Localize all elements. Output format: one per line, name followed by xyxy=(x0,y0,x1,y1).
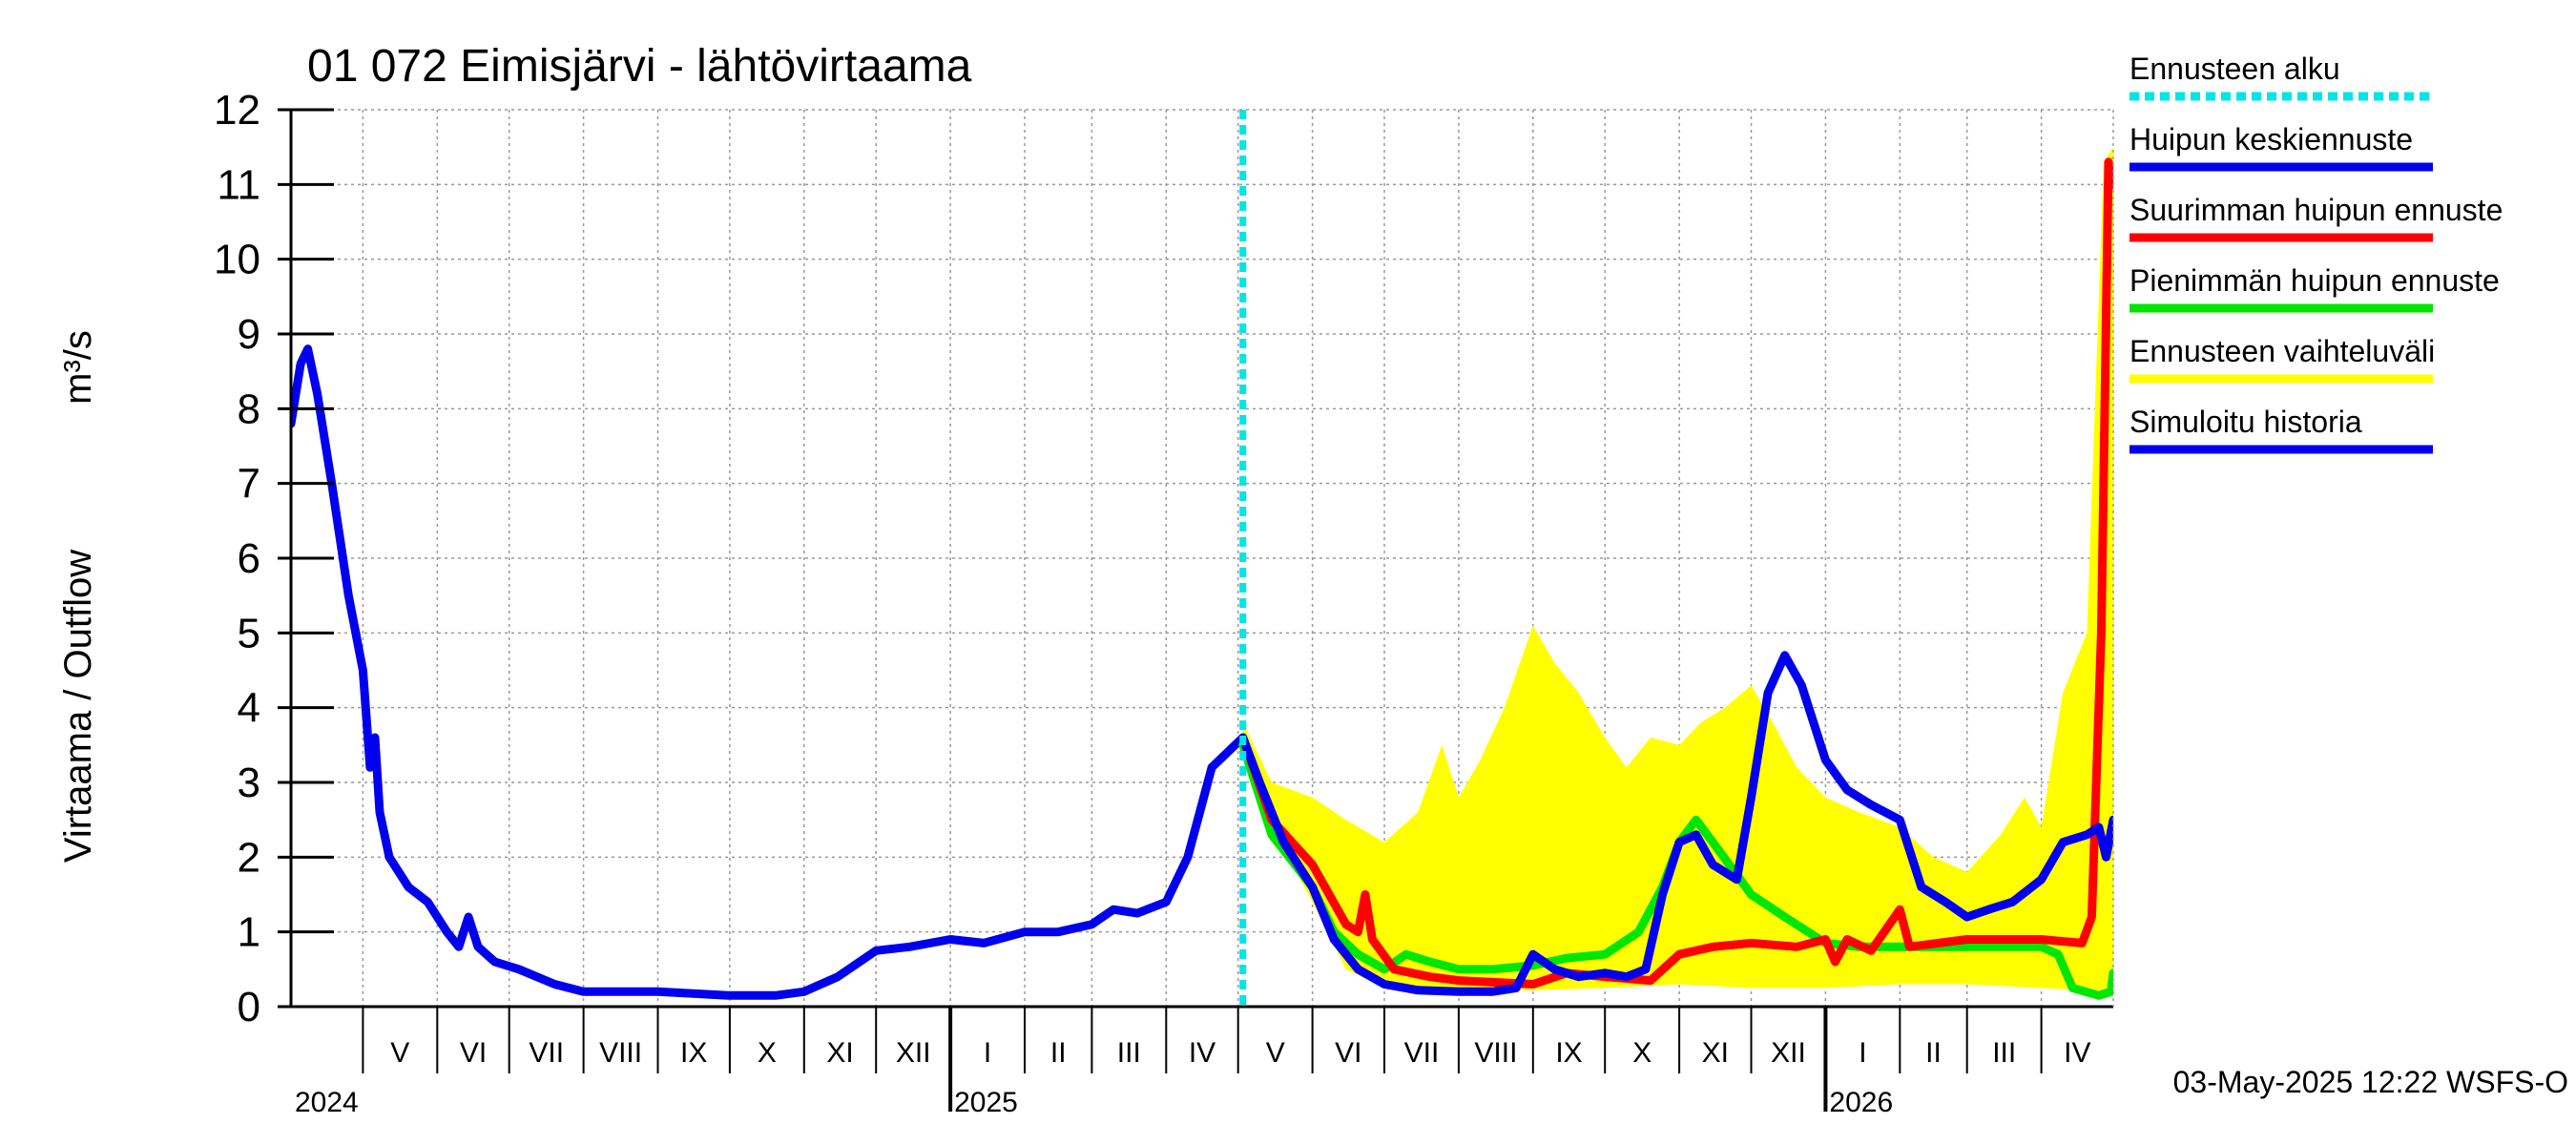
y-tick-label: 6 xyxy=(238,535,260,582)
forecast-range-band xyxy=(1242,147,2113,992)
y-axis-unit: m³/s xyxy=(57,330,99,405)
year-label: 2026 xyxy=(1829,1087,1893,1118)
series-lines xyxy=(291,157,2113,1000)
series-line-huipun-keskiennuste xyxy=(1238,651,2113,996)
footer-timestamp: 03-May-2025 12:22 WSFS-O xyxy=(2173,1065,2568,1099)
chart-title: 01 072 Eimisjärvi - lähtövirtaama xyxy=(307,41,972,92)
month-label: III xyxy=(1117,1037,1141,1069)
month-label: IV xyxy=(1189,1037,1215,1069)
month-label: VI xyxy=(1335,1037,1361,1069)
month-label: XI xyxy=(826,1037,853,1069)
month-label: XII xyxy=(896,1037,931,1069)
year-labels: 2024 2025 2026 xyxy=(295,1087,1893,1118)
y-tick-label: 2 xyxy=(238,834,260,881)
y-tick-label: 5 xyxy=(238,610,260,656)
series-line-suurimman-huipun-ennuste xyxy=(1238,157,2113,989)
month-label: VIII xyxy=(599,1037,642,1069)
month-label: VII xyxy=(529,1037,564,1069)
y-tick-label: 0 xyxy=(238,984,260,1030)
month-label: X xyxy=(1632,1037,1652,1069)
y-tick-label: 4 xyxy=(238,685,260,732)
y-tick-label: 1 xyxy=(238,909,260,956)
month-label: IX xyxy=(680,1037,707,1069)
series-line-simuloitu-historia xyxy=(291,344,1248,1000)
legend: Ennusteen alku Huipun keskiennuste Suurimm… xyxy=(2129,52,2503,454)
legend-label-suurimman-huipun-ennuste: Suurimman huipun ennuste xyxy=(2129,193,2503,227)
y-axis-label: Virtaama / Outflow xyxy=(57,550,99,863)
y-tick-label: 11 xyxy=(217,161,260,208)
month-label: X xyxy=(758,1037,777,1069)
legend-label-ennusteen-vaihteluvali: Ennusteen vaihteluväli xyxy=(2129,334,2435,368)
y-tick-label: 9 xyxy=(238,311,260,358)
month-label: VI xyxy=(460,1037,487,1069)
month-label: XI xyxy=(1702,1037,1729,1069)
month-label: VIII xyxy=(1474,1037,1517,1069)
y-tick-label: 3 xyxy=(238,760,260,806)
month-label: V xyxy=(1266,1037,1285,1069)
month-label: I xyxy=(984,1037,991,1069)
month-label: II xyxy=(1925,1037,1942,1069)
legend-label-ennusteen-alku: Ennusteen alku xyxy=(2129,52,2340,86)
year-label: 2025 xyxy=(954,1087,1018,1118)
axes xyxy=(278,108,2114,1112)
month-label: III xyxy=(1992,1037,2016,1069)
month-label: I xyxy=(1859,1037,1866,1069)
y-tick-label: 12 xyxy=(214,87,260,134)
range-band-area xyxy=(1242,147,2113,992)
legend-label-huipun-keskiennuste: Huipun keskiennuste xyxy=(2129,122,2413,156)
month-label: XII xyxy=(1771,1037,1806,1069)
month-label: VII xyxy=(1404,1037,1440,1069)
month-label: IX xyxy=(1555,1037,1582,1069)
month-label: IV xyxy=(2064,1037,2090,1069)
year-label: 2024 xyxy=(295,1087,359,1118)
y-tick-label: 10 xyxy=(214,237,260,283)
y-tick-label: 8 xyxy=(238,385,260,432)
month-label: II xyxy=(1050,1037,1067,1069)
legend-label-pienimman-huipun-ennuste: Pienimmän huipun ennuste xyxy=(2129,263,2500,298)
y-tick-label: 7 xyxy=(238,461,260,508)
legend-label-simuloitu-historia: Simuloitu historia xyxy=(2129,405,2362,439)
month-label: V xyxy=(390,1037,409,1069)
month-labels: V VI VII VIII IX X XI XII I II III IV V VI VII VIII IX X X… xyxy=(390,1037,2090,1069)
grid xyxy=(291,110,2113,1007)
